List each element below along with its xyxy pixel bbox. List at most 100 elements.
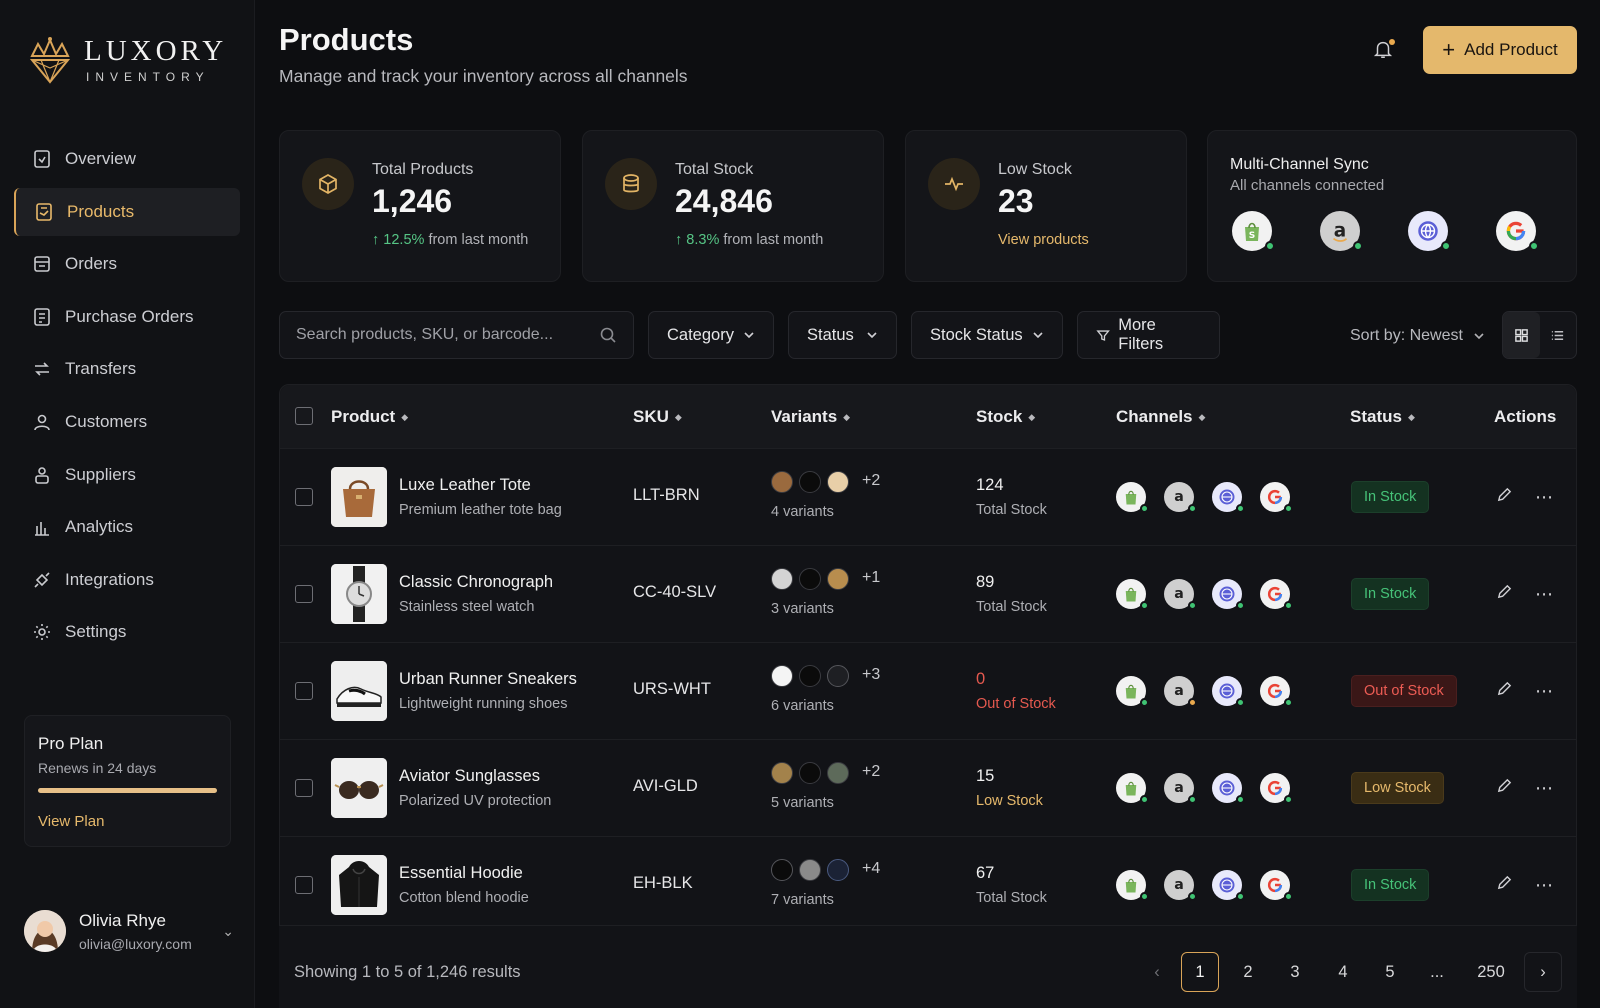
more-actions-button[interactable]: ⋯ [1535,874,1554,895]
variant-swatch[interactable] [827,762,849,784]
product-name[interactable]: Aviator Sunglasses [399,767,540,785]
sidebar-item-orders[interactable]: Orders [14,240,240,288]
row-checkbox[interactable] [295,585,313,603]
table-row[interactable]: Luxe Leather Tote Premium leather tote b… [280,448,1576,545]
row-checkbox[interactable] [295,488,313,506]
sidebar-item-integrations[interactable]: Integrations [14,556,240,604]
product-name[interactable]: Luxe Leather Tote [399,476,531,494]
table-row[interactable]: Aviator Sunglasses Polarized UV protecti… [280,739,1576,836]
variant-swatch[interactable] [771,568,793,590]
add-product-button[interactable]: + Add Product [1423,26,1577,74]
sort-dropdown[interactable]: Sort by: Newest [1350,327,1485,345]
notifications-button[interactable] [1372,38,1396,62]
variant-swatch[interactable] [799,665,821,687]
amazon-channel[interactable]: a [1164,482,1197,513]
sidebar-item-suppliers[interactable]: Suppliers [14,451,240,499]
more-actions-button[interactable]: ⋯ [1535,583,1554,604]
more-filters-button[interactable]: More Filters [1077,311,1220,359]
variant-swatch[interactable] [799,859,821,881]
google-channel[interactable] [1260,773,1293,804]
view-products-link[interactable]: View products [998,232,1089,248]
sidebar-item-customers[interactable]: Customers [14,398,240,446]
page-button-4[interactable]: 4 [1338,962,1348,981]
variant-swatch[interactable] [827,471,849,493]
more-actions-button[interactable]: ⋯ [1535,777,1554,798]
edit-button[interactable] [1496,777,1513,799]
edit-button[interactable] [1496,583,1513,605]
more-actions-button[interactable]: ⋯ [1535,486,1554,507]
category-dropdown[interactable]: Category [648,311,774,359]
shopify-channel[interactable] [1116,676,1149,707]
variant-swatch[interactable] [827,665,849,687]
amazon-channel[interactable]: a [1164,773,1197,804]
shopify-channel[interactable] [1116,579,1149,610]
next-page-button[interactable]: › [1524,952,1562,992]
google-channel[interactable] [1260,482,1293,513]
variant-swatch[interactable] [799,762,821,784]
google-channel[interactable] [1260,676,1293,707]
status-dropdown[interactable]: Status [788,311,897,359]
sidebar-item-purchase-orders[interactable]: Purchase Orders [14,293,240,341]
website-channel[interactable] [1212,579,1245,610]
shopify-channel[interactable] [1116,482,1149,513]
google-channel[interactable] [1260,870,1293,901]
variant-swatch[interactable] [799,471,821,493]
variant-swatch[interactable] [799,568,821,590]
page-button-5[interactable]: 5 [1385,962,1395,981]
website-channel[interactable] [1212,870,1245,901]
row-checkbox[interactable] [295,876,313,894]
sidebar-item-overview[interactable]: Overview [14,135,240,183]
variant-swatch[interactable] [771,859,793,881]
variant-swatch[interactable] [827,859,849,881]
row-checkbox[interactable] [295,682,313,700]
sidebar-item-settings[interactable]: Settings [14,608,240,656]
google-channel[interactable] [1496,211,1539,251]
edit-button[interactable] [1496,874,1513,896]
sidebar-item-transfers[interactable]: Transfers [14,345,240,393]
column-header-channels[interactable]: Channels ◆ [1116,407,1205,427]
table-row[interactable]: Essential Hoodie Cotton blend hoodie EH-… [280,836,1576,933]
product-name[interactable]: Urban Runner Sneakers [399,670,577,688]
shopify-channel[interactable] [1116,773,1149,804]
chevron-down-icon[interactable]: ⌄ [222,922,234,939]
column-header-stock[interactable]: Stock ◆ [976,407,1035,427]
edit-button[interactable] [1496,486,1513,508]
brand-logo[interactable]: LUXORY INVENTORY [28,34,227,86]
column-header-variants[interactable]: Variants ◆ [771,407,850,427]
google-channel[interactable] [1260,579,1293,610]
product-name[interactable]: Classic Chronograph [399,573,554,591]
website-channel[interactable] [1408,211,1451,251]
page-button-2[interactable]: 2 [1243,962,1253,981]
product-name[interactable]: Essential Hoodie [399,864,523,882]
page-button-3[interactable]: 3 [1290,962,1300,981]
sidebar-item-products[interactable]: Products [14,187,240,236]
view-plan-link[interactable]: View Plan [38,813,105,830]
column-header-status[interactable]: Status ◆ [1350,407,1415,427]
grid-view-button[interactable] [1503,312,1540,358]
select-all-checkbox[interactable] [295,407,313,425]
amazon-channel[interactable]: a [1164,676,1197,707]
amazon-channel[interactable]: a [1320,211,1363,251]
shopify-channel[interactable] [1116,870,1149,901]
prev-page-button[interactable]: ‹ [1154,962,1160,981]
sidebar-item-analytics[interactable]: Analytics [14,503,240,551]
variant-swatch[interactable] [771,471,793,493]
edit-button[interactable] [1496,680,1513,702]
website-channel[interactable] [1212,773,1245,804]
column-header-sku[interactable]: SKU ◆ [633,407,682,427]
search-input[interactable]: Search products, SKU, or barcode... [279,311,634,359]
table-row[interactable]: Classic Chronograph Stainless steel watc… [280,545,1576,642]
column-header-product[interactable]: Product ◆ [331,407,408,427]
table-row[interactable]: Urban Runner Sneakers Lightweight runnin… [280,642,1576,739]
more-actions-button[interactable]: ⋯ [1535,680,1554,701]
website-channel[interactable] [1212,482,1245,513]
page-button-250[interactable]: 250 [1477,962,1505,981]
website-channel[interactable] [1212,676,1245,707]
shopify-channel[interactable]: S [1232,211,1275,251]
amazon-channel[interactable]: a [1164,579,1197,610]
page-button-1[interactable]: 1 [1181,952,1219,992]
variant-swatch[interactable] [771,665,793,687]
user-menu[interactable]: Olivia Rhye olivia@luxory.com ⌄ [24,910,234,952]
amazon-channel[interactable]: a [1164,870,1197,901]
stock-status-dropdown[interactable]: Stock Status [911,311,1063,359]
